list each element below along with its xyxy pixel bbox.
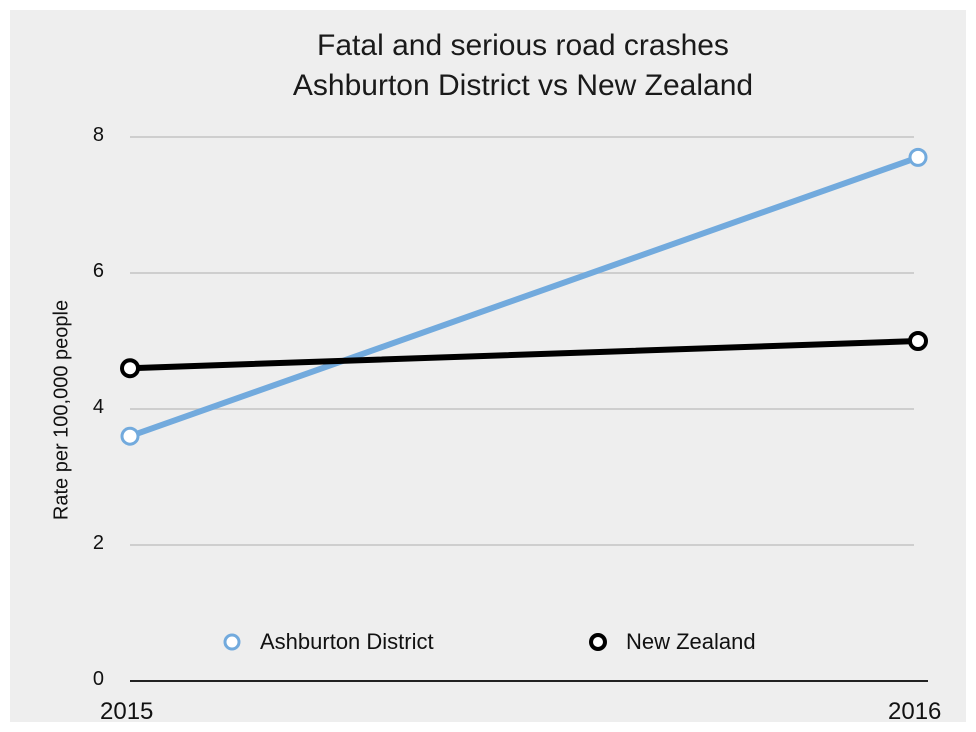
- y-tick-label-0: 0: [92, 668, 104, 690]
- series-line-new-zealand: [127, 338, 921, 372]
- data-point-ashburton-district-2016: [908, 147, 928, 167]
- chart-legend: Ashburton District New Zealand: [0, 626, 976, 658]
- x-tick-label-2015: 2015: [100, 698, 154, 725]
- data-point-new-zealand-2015: [120, 358, 140, 379]
- y-tick-label-8: 8: [92, 124, 104, 146]
- legend-item-new-zealand: New Zealand: [584, 626, 756, 658]
- legend-item-ashburton-district: Ashburton District: [218, 626, 434, 658]
- y-tick-label-4: 4: [92, 396, 104, 418]
- chart-title-line-2: Ashburton District vs New Zealand: [292, 69, 754, 102]
- y-tick-label-6: 6: [92, 260, 104, 282]
- legend-marker-new-zealand: [584, 632, 618, 652]
- data-point-ashburton-district-2015: [120, 426, 140, 446]
- legend-label-ashburton-district: Ashburton District: [260, 629, 434, 654]
- series-line-ashburton-district: [127, 154, 921, 440]
- chart-title-line-1: Fatal and serious road crashes: [317, 29, 729, 62]
- chart-title: Fatal and serious road crashes Ashburton…: [0, 26, 976, 106]
- x-tick-label-2016: 2016: [888, 698, 942, 725]
- data-point-new-zealand-2016: [908, 331, 928, 351]
- legend-label-new-zealand: New Zealand: [626, 629, 756, 654]
- legend-marker-ashburton-district: [218, 632, 252, 652]
- y-tick-label-2: 2: [92, 532, 104, 554]
